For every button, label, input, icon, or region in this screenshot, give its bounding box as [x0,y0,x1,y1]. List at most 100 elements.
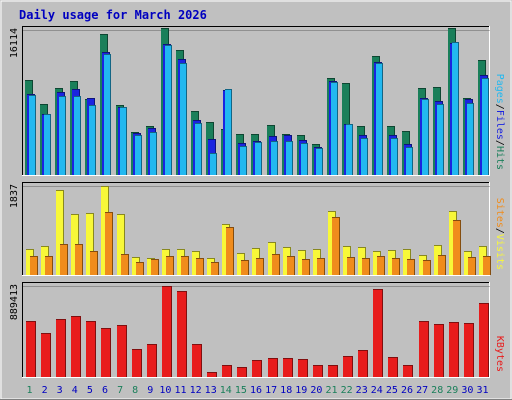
kbytes-bar [419,321,429,377]
sites-bar [105,212,113,275]
pages-bar [452,42,459,175]
pages-bar [210,153,217,175]
panel-legend: Sites/Visits [494,198,505,270]
legend-pages: Pages [494,74,505,104]
day-label: 15 [235,385,247,396]
kbytes-bar [358,350,368,377]
sites-bar [121,254,129,275]
pages-bar [195,123,202,175]
sites-bar [287,256,295,275]
y-max-tick-label: 1837 [9,184,20,208]
legend-visits: Visits [494,234,505,270]
pages-bar [120,107,127,175]
legend-sites: Sites [494,198,505,228]
day-label: 13 [205,385,217,396]
day-label: 19 [295,385,307,396]
pages-bar [437,104,444,175]
pages-bar [391,138,398,175]
y-max-tick-label: 889413 [9,284,20,320]
pages-bar [346,124,353,175]
pages-bar [44,114,51,175]
pages-bar [104,54,111,175]
sites-bar [30,256,38,275]
panel-legend: KBytes [494,336,505,372]
day-label: 14 [220,385,232,396]
day-label: 4 [72,385,78,396]
pages-bar [135,135,142,175]
kbytes-bar [101,328,111,377]
pages-bar [150,132,157,175]
day-label: 17 [265,385,277,396]
kbytes-bar [479,303,489,377]
day-label: 25 [386,385,398,396]
sites-bar [45,256,53,275]
day-label: 29 [446,385,458,396]
kbytes-bar [449,322,459,377]
kbytes-bar [313,365,323,377]
kbytes-bar [464,323,474,377]
pages-bar [29,95,36,175]
legend-separator: / [494,140,505,146]
panel-legend: Pages/Files/Hits [494,74,505,170]
sites-bar [468,257,476,275]
day-label: 26 [401,385,413,396]
pages-bar [271,141,278,175]
sites-bar [347,257,355,275]
legend-kbytes: KBytes [494,336,505,372]
kbytes-bar [434,324,444,377]
pages-bar [89,105,96,175]
kbytes-bar [86,321,96,377]
day-label: 2 [42,385,48,396]
day-label: 12 [190,385,202,396]
sites-bar [423,260,431,275]
kbytes-bar [252,360,262,377]
kbytes-bar [41,333,51,377]
sites-bar [272,254,280,275]
pages-bar [361,138,368,175]
pages-bar [286,141,293,175]
day-axis-labels: 1 2 3 4 5 6 7 8 9 10 11 12 13 14 15 16 17 18 19 20 21 22 23 24 2… [26,385,488,396]
sites-bar [211,262,219,275]
pages-bar [422,99,429,175]
pages-bar [301,143,308,175]
kbytes-bar [298,359,308,377]
kbytes-bar [192,344,202,377]
pages-bar [240,146,247,175]
kbytes-bar [268,358,278,377]
sites-bar [483,256,491,275]
legend-separator: / [494,104,505,110]
kbytes-bar [207,372,217,377]
day-label: 22 [341,385,353,396]
sites-bar [362,258,370,275]
sites-bar [75,244,83,275]
pages-bar [180,63,187,175]
sites-bar [392,258,400,275]
day-label: 31 [476,385,488,396]
legend-separator: / [494,228,505,234]
pages-bar [376,63,383,175]
kbytes-bar [222,365,232,377]
kbytes-bar [71,316,81,377]
kbytes-bar [283,358,293,377]
day-label: 3 [57,385,63,396]
day-label: 5 [87,385,93,396]
day-label: 27 [416,385,428,396]
kbytes-bar [373,289,383,377]
day-label: 30 [461,385,473,396]
day-label: 20 [310,385,322,396]
y-max-tick-label: 16114 [9,28,20,58]
day-label: 28 [431,385,443,396]
day-label: 8 [132,385,138,396]
day-label: 21 [325,385,337,396]
legend-files: Files [494,110,505,140]
sites-bar [226,227,234,275]
sites-bar [181,256,189,275]
day-label: 6 [102,385,108,396]
legend-hits: Hits [494,146,505,170]
day-label: 23 [356,385,368,396]
visits-sites-panel: 1837 Sites/Visits [9,182,505,276]
sites-bar [256,258,264,275]
pages-bar [165,45,172,175]
